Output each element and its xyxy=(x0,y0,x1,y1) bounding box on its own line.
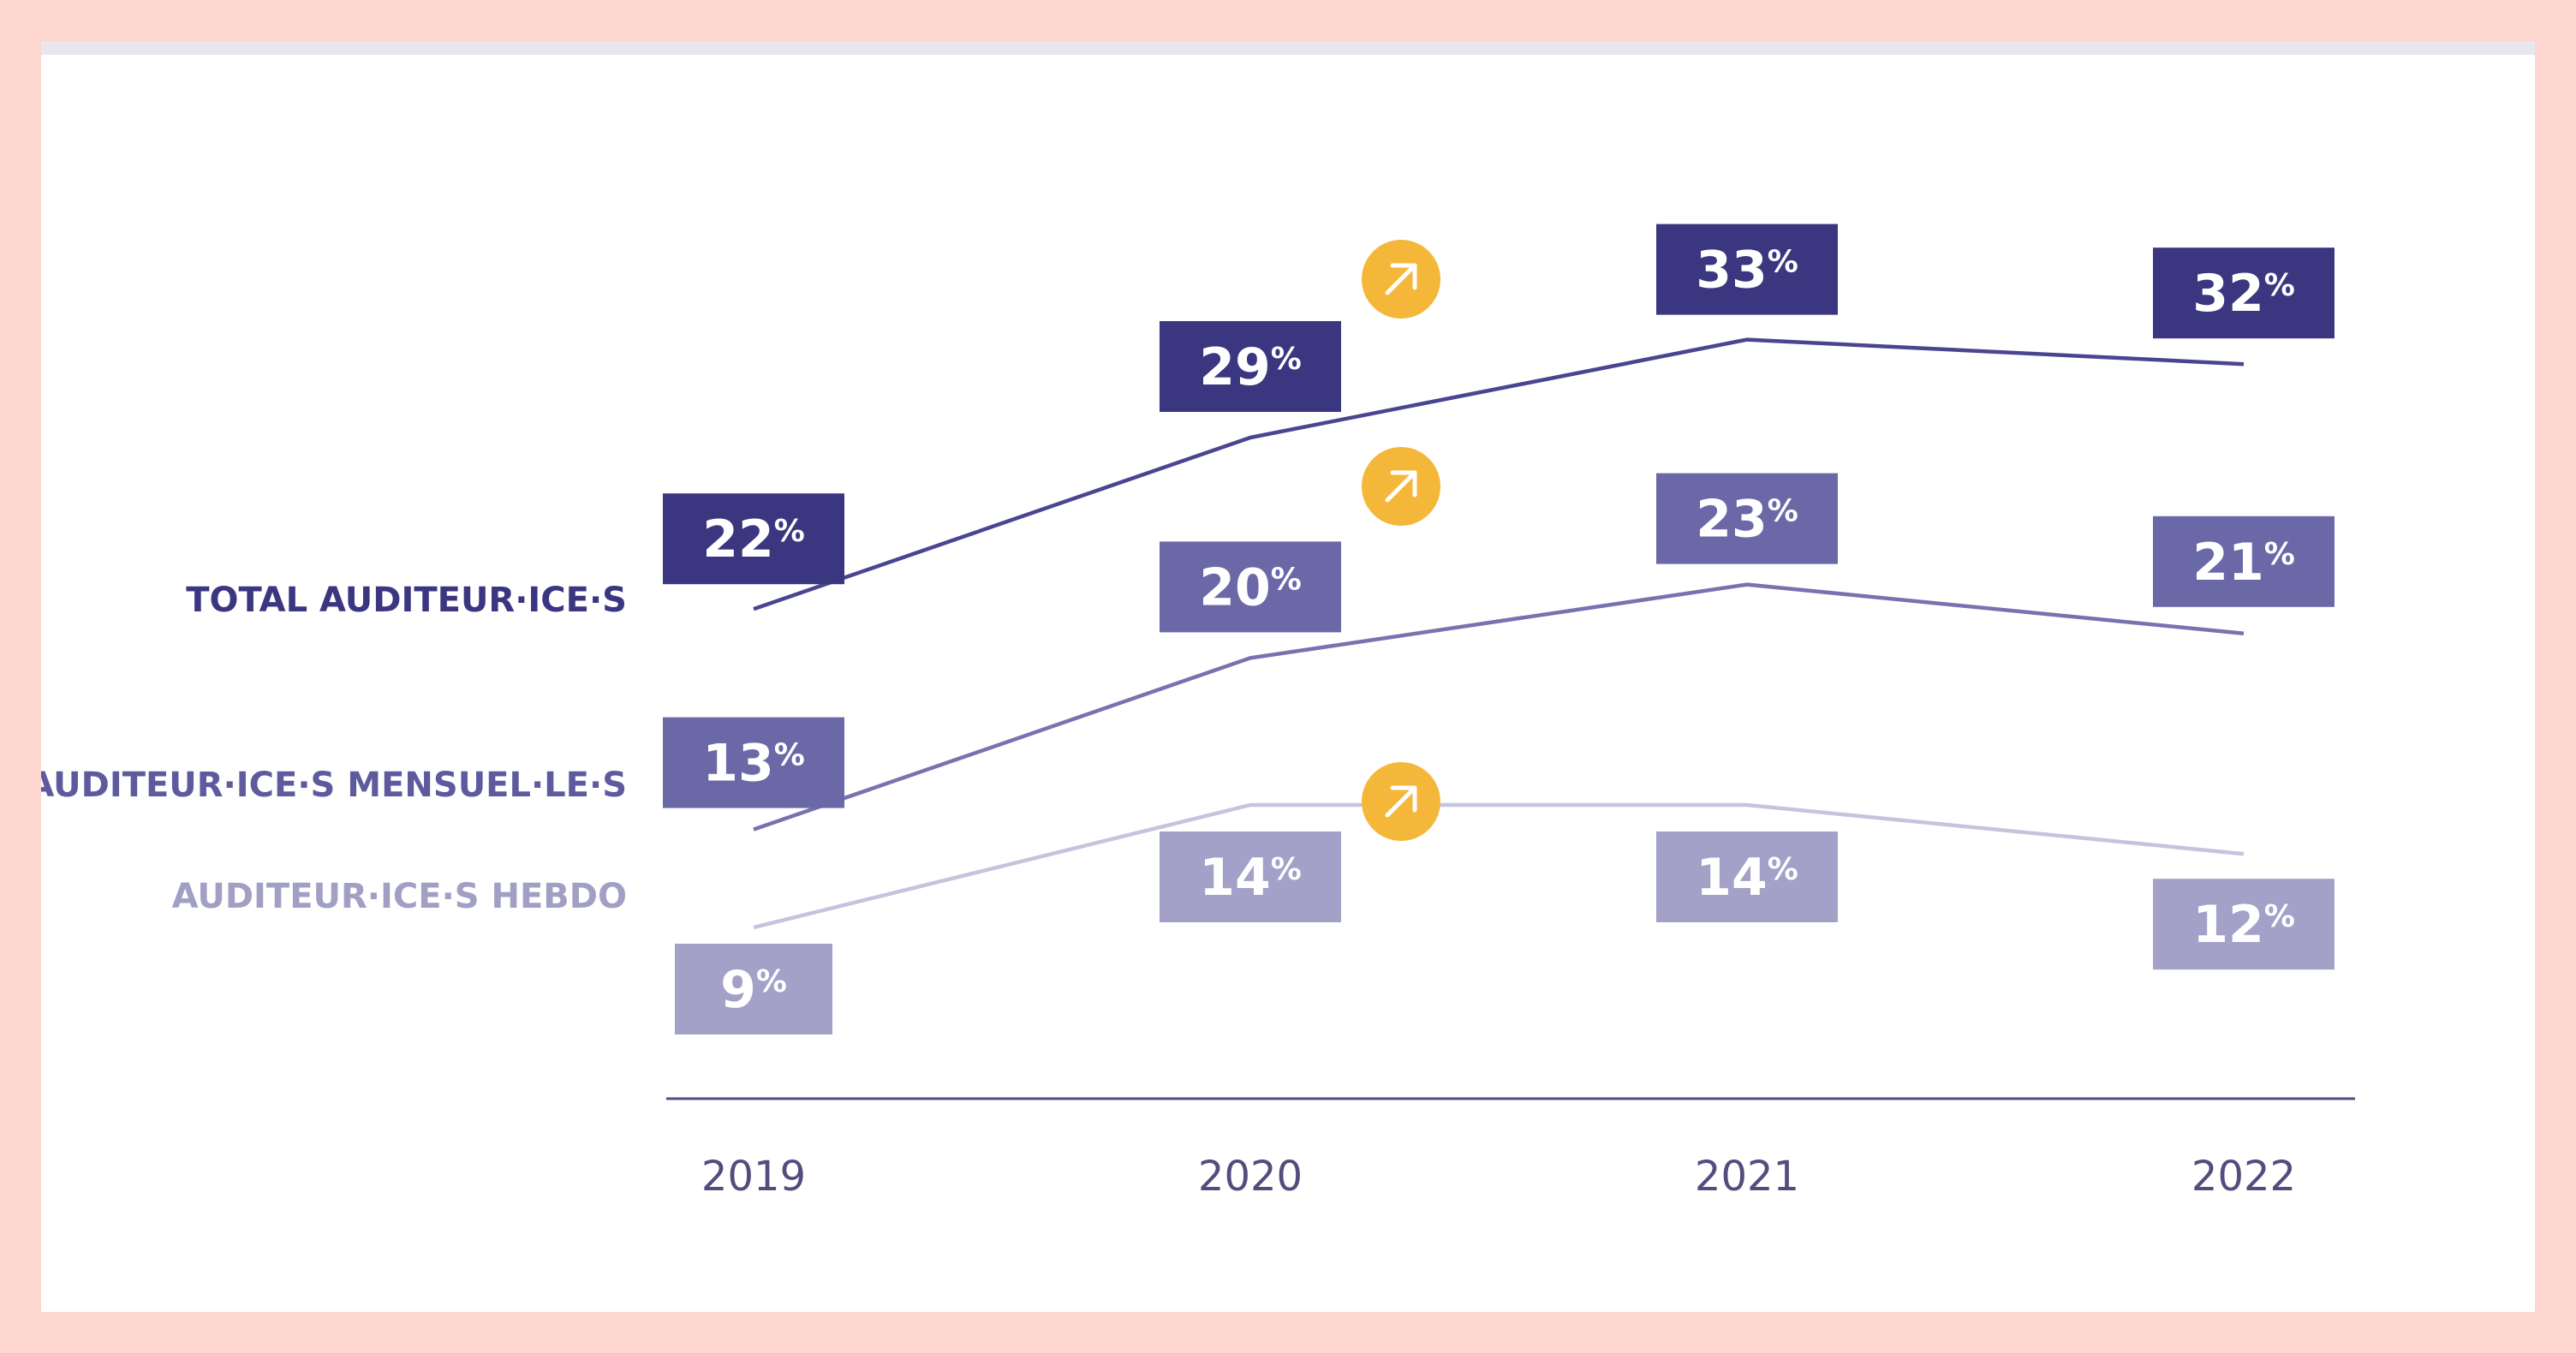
data-label: 22% xyxy=(702,510,805,569)
value-box xyxy=(1656,473,1838,564)
arrow-shaft xyxy=(1385,263,1417,295)
series-label-2: AUDITEUR·ICE·S MENSUEL·LE·S xyxy=(41,766,627,805)
data-label: 20% xyxy=(1199,557,1302,617)
line-chart: 22% 29% 33% 32% 13% 20% 23% 21% 9% 14% 14% 12% TOTAL… xyxy=(41,224,2355,1201)
value-box xyxy=(1160,831,1341,922)
x-tick-label: 2022 xyxy=(2191,1153,2296,1201)
value-box xyxy=(1656,224,1838,315)
series-label-3: AUDITEUR·ICE·S HEBDO xyxy=(172,877,627,916)
value-box xyxy=(1160,321,1341,412)
x-tick-label: 2021 xyxy=(1695,1153,1799,1201)
data-label: 14% xyxy=(1199,848,1302,908)
arrow-head xyxy=(1390,470,1417,498)
x-tick-label: 2020 xyxy=(1198,1153,1303,1201)
data-label: 14% xyxy=(1696,848,1798,908)
x-tick-label: 2019 xyxy=(701,1153,806,1201)
data-label: 23% xyxy=(1696,490,1798,550)
arrow-shaft xyxy=(1385,470,1417,503)
arrow-head xyxy=(1390,785,1417,813)
value-box xyxy=(2153,247,2334,339)
top-strip xyxy=(41,41,2535,55)
series-line-3 xyxy=(753,802,2245,930)
data-label: 32% xyxy=(2192,264,2295,324)
series-line-2 xyxy=(753,582,2245,831)
data-label: 13% xyxy=(702,734,805,794)
value-box xyxy=(1656,831,1838,922)
chart-card: 22% 29% 33% 32% 13% 20% 23% 21% 9% 14% 14% 12% TOTAL… xyxy=(41,41,2535,1312)
arrow-head xyxy=(1390,263,1417,290)
value-box xyxy=(2153,516,2334,607)
data-label: 12% xyxy=(2192,895,2295,955)
arrow-shaft xyxy=(1385,785,1417,818)
data-label: 9% xyxy=(720,960,787,1020)
series-line-1 xyxy=(753,337,2245,611)
value-box xyxy=(675,944,832,1034)
data-label: 21% xyxy=(2192,533,2295,593)
series-label-1: TOTAL AUDITEUR·ICE·S xyxy=(186,581,627,620)
value-box xyxy=(2153,879,2334,970)
data-label: 29% xyxy=(1199,337,1302,397)
value-box xyxy=(1160,541,1341,633)
value-box xyxy=(663,717,844,808)
value-box xyxy=(663,493,844,585)
data-label: 33% xyxy=(1696,241,1798,301)
